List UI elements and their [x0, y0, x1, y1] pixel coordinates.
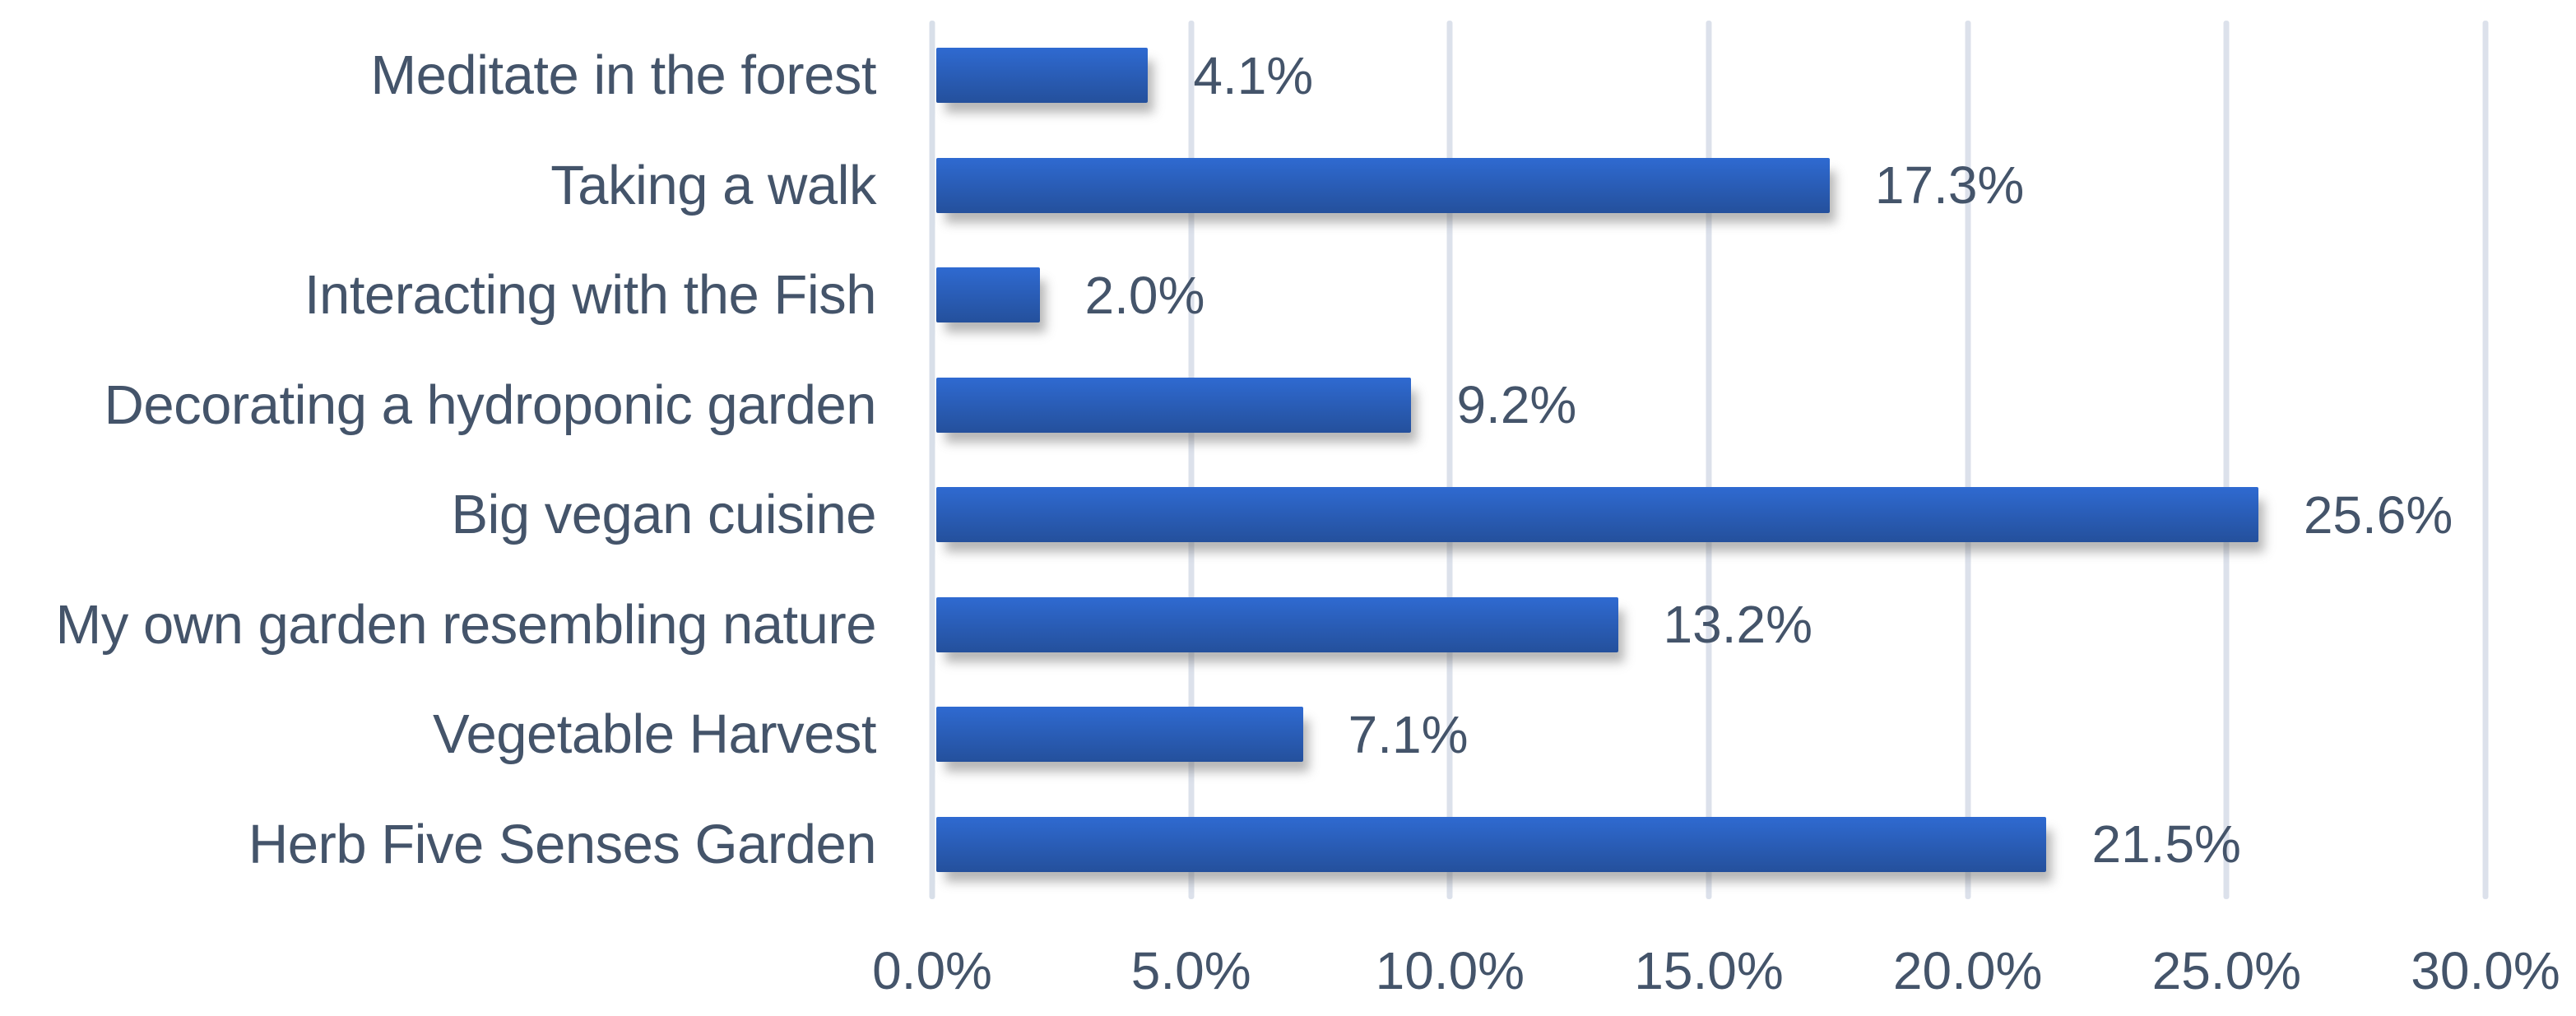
bar	[936, 707, 1303, 763]
gridline	[1446, 21, 1453, 899]
category-label: Herb Five Senses Garden	[248, 813, 877, 875]
gridline	[1965, 21, 1971, 899]
bar	[936, 487, 2258, 543]
category-label: Big vegan cuisine	[451, 484, 876, 546]
value-label: 2.0%	[1084, 265, 1205, 325]
value-label: 9.2%	[1456, 375, 1577, 435]
gridline	[1706, 21, 1712, 899]
x-tick-label: 15.0%	[1634, 941, 1784, 1000]
plot-area: 4.1% 17.3% 2.0% 9.2% 25.6% 13.2% 7.1% 21.5%	[929, 21, 2489, 899]
bar	[936, 267, 1040, 323]
bar-row: 25.6%	[932, 460, 2485, 570]
category-label: Interacting with the Fish	[304, 264, 877, 327]
bar	[936, 816, 2047, 872]
x-tick-label: 5.0%	[1130, 941, 1251, 1000]
bar-row: 21.5%	[932, 790, 2485, 900]
category-label: Vegetable Harvest	[432, 703, 877, 766]
x-tick-label: 0.0%	[872, 941, 992, 1000]
bar-row: 13.2%	[932, 570, 2485, 680]
bars: 4.1% 17.3% 2.0% 9.2% 25.6% 13.2% 7.1% 21.5%	[932, 21, 2485, 899]
value-label: 7.1%	[1348, 704, 1469, 764]
axis-line	[929, 21, 935, 899]
value-label: 21.5%	[2091, 814, 2241, 875]
bar	[936, 377, 1412, 433]
bar-row: 7.1%	[932, 680, 2485, 790]
category-label: My own garden resembling nature	[55, 593, 877, 656]
x-tick-label: 20.0%	[1892, 941, 2043, 1000]
bar	[936, 157, 1830, 213]
x-tick-label: 10.0%	[1375, 941, 1525, 1000]
bar-row: 9.2%	[932, 350, 2485, 461]
bar-row: 17.3%	[932, 131, 2485, 241]
category-label: Decorating a hydroponic garden	[104, 373, 876, 436]
value-label: 17.3%	[1874, 155, 2025, 216]
x-tick-label: 30.0%	[2411, 941, 2560, 1000]
x-tick-label: 25.0%	[2151, 941, 2302, 1000]
bar-row: 4.1%	[932, 21, 2485, 131]
value-label: 13.2%	[1663, 595, 1812, 655]
bar-row: 2.0%	[932, 240, 2485, 350]
value-label: 25.6%	[2303, 485, 2453, 545]
category-label: Meditate in the forest	[370, 44, 876, 107]
value-axis: 0.0% 5.0% 10.0% 15.0% 20.0% 25.0% 30.0%	[872, 941, 2560, 1002]
value-label: 4.1%	[1193, 45, 1314, 105]
gridline	[2223, 21, 2230, 899]
gridline	[2482, 21, 2489, 899]
bar	[936, 596, 1618, 652]
category-label: Taking a walk	[550, 154, 876, 216]
category-axis: Meditate in the forest Taking a walk Inter…	[0, 21, 877, 899]
bar	[936, 48, 1149, 104]
gridline	[1188, 21, 1195, 899]
